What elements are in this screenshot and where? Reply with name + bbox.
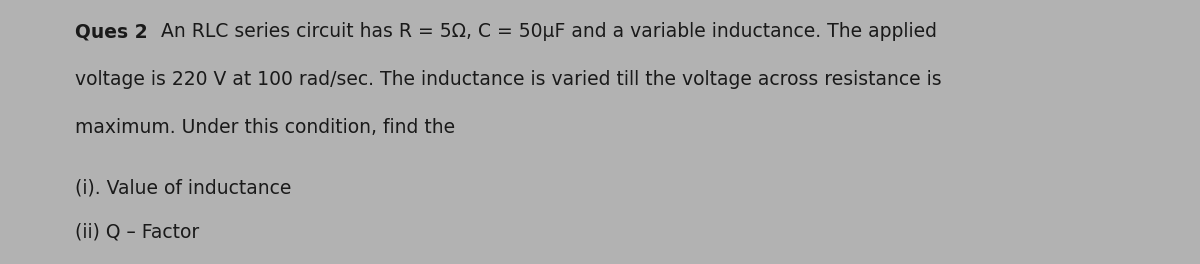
Text: (i). Value of inductance: (i). Value of inductance xyxy=(74,178,292,197)
Text: Ques 2: Ques 2 xyxy=(74,22,148,41)
Text: (ii) Q – Factor: (ii) Q – Factor xyxy=(74,222,199,241)
Text: voltage is 220 V at 100 rad/sec. The inductance is varied till the voltage acros: voltage is 220 V at 100 rad/sec. The ind… xyxy=(74,70,942,89)
Text: maximum. Under this condition, find the: maximum. Under this condition, find the xyxy=(74,118,455,137)
Text: An RLC series circuit has R = 5Ω, C = 50μF and a variable inductance. The applie: An RLC series circuit has R = 5Ω, C = 50… xyxy=(137,22,937,41)
